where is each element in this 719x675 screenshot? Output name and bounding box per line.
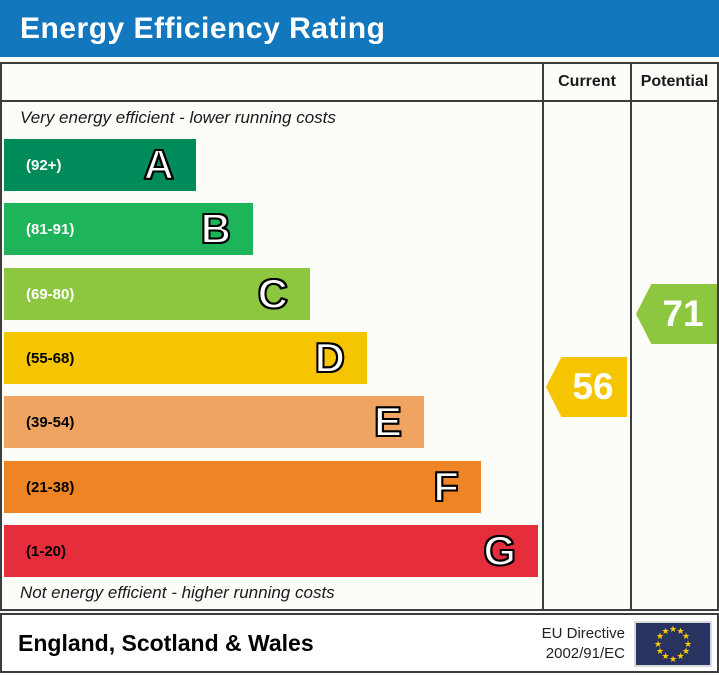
star-icon: ★ bbox=[683, 638, 693, 649]
band-b-letter: B bbox=[200, 205, 232, 252]
eu-directive-line1: EU Directive bbox=[541, 625, 625, 642]
star-icon: ★ bbox=[676, 651, 685, 662]
title-bar: Energy Efficiency Rating bbox=[0, 0, 719, 57]
footer: England, Scotland & Wales EU Directive 2… bbox=[0, 613, 719, 673]
band-d-range: (55-68) bbox=[26, 349, 75, 367]
band-e-range: (39-54) bbox=[26, 413, 75, 431]
bottom-caption: Not energy efficient - higher running co… bbox=[20, 583, 335, 602]
current-rating-marker: 56 bbox=[546, 357, 627, 417]
band-c: (69-80) C bbox=[4, 268, 310, 320]
band-d: (55-68) D bbox=[4, 332, 367, 384]
band-d-letter: D bbox=[314, 334, 346, 381]
band-c-letter: C bbox=[257, 270, 289, 317]
star-icon: ★ bbox=[655, 646, 665, 656]
eu-directive-label: EU Directive 2002/91/EC bbox=[542, 624, 625, 665]
band-g: (1-20) G bbox=[4, 525, 538, 577]
band-e-letter: E bbox=[373, 398, 403, 445]
band-a: (92+) A bbox=[4, 139, 196, 191]
band-f-range: (21-38) bbox=[26, 478, 75, 496]
band-a-range: (92+) bbox=[26, 156, 62, 174]
current-rating-value: 56 bbox=[572, 366, 614, 407]
band-g-letter: G bbox=[482, 527, 517, 574]
eu-flag-icon: ★ ★ ★ ★ ★ ★ ★ ★ ★ ★ ★ ★ bbox=[634, 621, 712, 667]
column-header-potential: Potential bbox=[640, 73, 709, 90]
star-icon: ★ bbox=[668, 623, 678, 634]
band-f-letter: F bbox=[432, 463, 460, 510]
star-icon: ★ bbox=[676, 625, 685, 636]
star-icon: ★ bbox=[653, 638, 663, 649]
potential-rating-value: 71 bbox=[662, 293, 704, 334]
band-g-range: (1-20) bbox=[26, 542, 67, 560]
star-icon: ★ bbox=[668, 653, 678, 664]
column-divider bbox=[542, 64, 544, 609]
potential-rating-marker: 71 bbox=[636, 284, 717, 344]
band-c-range: (69-80) bbox=[26, 285, 75, 303]
eu-directive-line2: 2002/91/EC bbox=[545, 645, 625, 663]
star-icon: ★ bbox=[661, 651, 670, 662]
star-icon: ★ bbox=[655, 631, 665, 641]
page-title: Energy Efficiency Rating bbox=[20, 12, 386, 45]
column-header-current: Current bbox=[558, 73, 616, 90]
band-f: (21-38) F bbox=[4, 461, 481, 513]
band-b-range: (81-91) bbox=[26, 220, 75, 238]
band-a-letter: A bbox=[143, 141, 175, 188]
eu-flag-field: ★ ★ ★ ★ ★ ★ ★ ★ ★ ★ ★ ★ bbox=[636, 623, 710, 665]
star-icon: ★ bbox=[681, 631, 691, 641]
column-divider bbox=[630, 64, 632, 609]
band-b: (81-91) B bbox=[4, 203, 253, 255]
star-icon: ★ bbox=[661, 625, 670, 636]
star-icon: ★ bbox=[681, 646, 691, 656]
top-caption: Very energy efficient - lower running co… bbox=[20, 108, 336, 127]
energy-rating-table: Current Potential Very energy efficient … bbox=[0, 62, 719, 611]
header-rule bbox=[2, 100, 717, 102]
region-label: England, Scotland & Wales bbox=[18, 630, 314, 656]
band-e: (39-54) E bbox=[4, 396, 424, 448]
